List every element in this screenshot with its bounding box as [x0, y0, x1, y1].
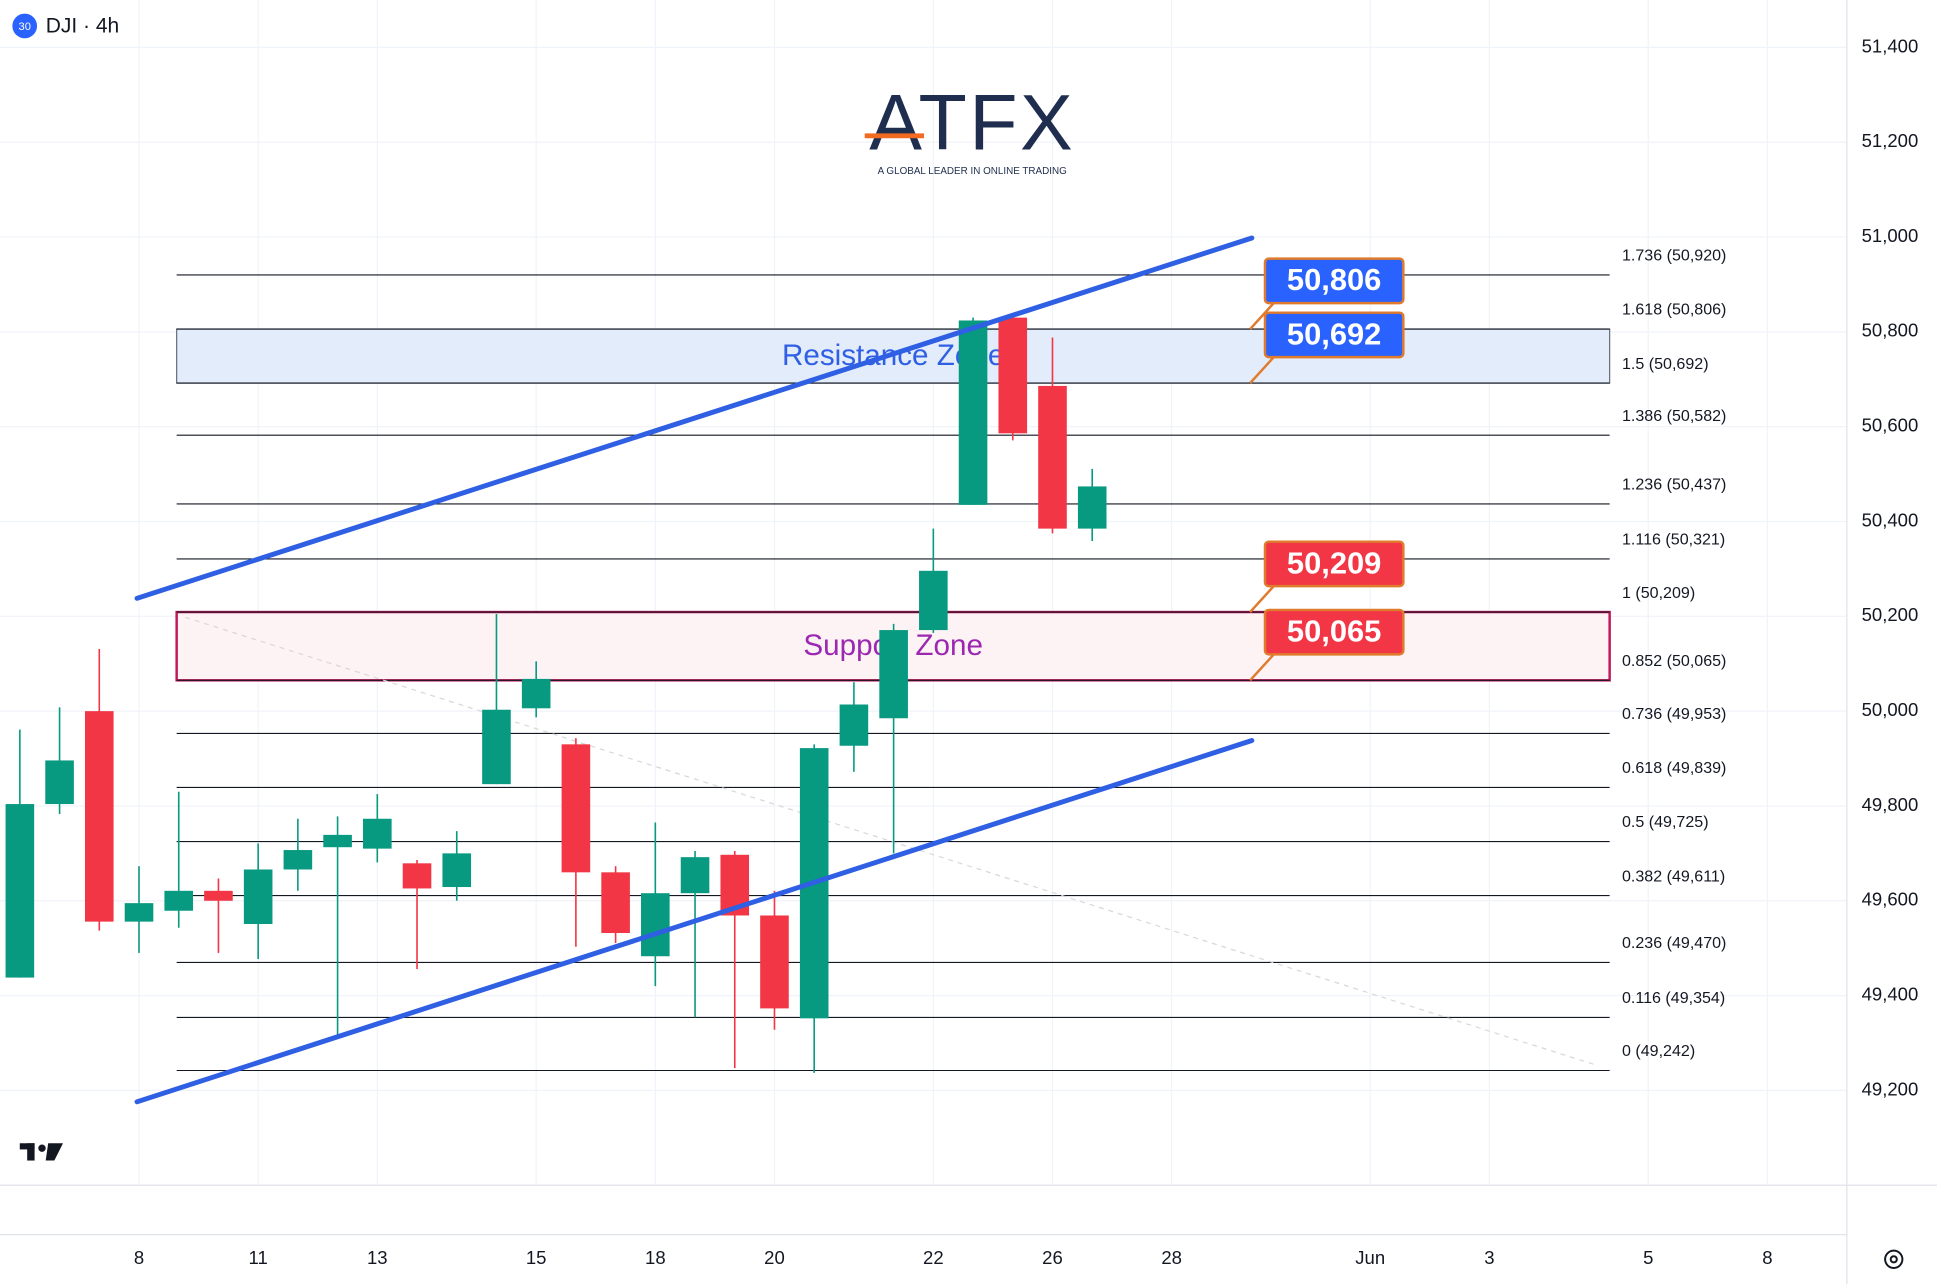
fib-label: 0.5 (49,725) [1622, 813, 1709, 831]
y-tick-label: 50,400 [1862, 509, 1919, 530]
candle-body [680, 857, 710, 894]
candle-body [998, 317, 1028, 434]
candle-body [204, 890, 233, 901]
fib-label: 0.618 (49,839) [1622, 759, 1726, 777]
fib-label: 1.116 (50,321) [1622, 531, 1725, 549]
symbol-badge [12, 13, 38, 39]
axes: 49,200 49,400 49,600 49,800 50,000 50,200 50,4… [134, 35, 1918, 1268]
candle-body [243, 869, 273, 925]
candle-body [601, 872, 630, 934]
x-tick-label: 3 [1484, 1247, 1494, 1268]
candles [5, 317, 1107, 1073]
channels [134, 235, 1255, 1105]
callout-pointer [1249, 301, 1276, 330]
x-tick-label: 8 [134, 1247, 144, 1268]
fib-label: 1.386 (50,582) [1622, 407, 1726, 425]
y-tick-label: 51,000 [1862, 225, 1919, 246]
callout-label: 50,806 [1287, 262, 1381, 297]
callout-pointer [1249, 652, 1276, 682]
candle-body [521, 678, 551, 709]
symbol-badge-text: 30 [19, 21, 31, 33]
x-tick-label: 20 [764, 1247, 785, 1268]
fib-label: 0 (49,242) [1622, 1042, 1695, 1060]
y-tick-label: 49,200 [1862, 1078, 1919, 1099]
fib-label: 0.736 (49,953) [1622, 705, 1726, 723]
callout-label: 50,065 [1287, 614, 1381, 649]
logo-tagline: A GLOBAL LEADER IN ONLINE TRADING [878, 166, 1067, 177]
candle-body [363, 818, 392, 849]
y-tick-label: 51,200 [1862, 130, 1919, 151]
candle-body [482, 709, 511, 785]
candle-body [124, 903, 154, 922]
x-tick-label: 13 [367, 1247, 388, 1268]
fib-label: 1.236 (50,437) [1622, 476, 1726, 494]
x-tick-label: 8 [1762, 1247, 1772, 1268]
candle-body [84, 711, 114, 922]
y-tick-label: 49,800 [1862, 794, 1919, 815]
candle-body [323, 834, 352, 848]
x-tick-label: 5 [1643, 1247, 1653, 1268]
x-tick-label: 15 [526, 1247, 547, 1268]
x-tick-label: 28 [1161, 1247, 1182, 1268]
fib-levels: 1.736 (50,920) 1.618 (50,806) 1.5 (50,692)… [176, 247, 1726, 1072]
candle-body [442, 853, 472, 888]
chart-title: DJI · 4h [46, 15, 119, 38]
x-tick-label: 11 [249, 1247, 268, 1268]
candle-body [283, 850, 313, 870]
candle-body [561, 744, 591, 873]
fib-label: 1.5 (50,692) [1622, 355, 1709, 373]
candle-body [958, 320, 988, 505]
candle-body [641, 893, 670, 957]
candle-body [402, 863, 432, 889]
x-tick-label: Jun [1355, 1247, 1385, 1268]
callout-box [1263, 311, 1405, 359]
y-tick-label: 49,600 [1862, 889, 1919, 910]
y-tick-label: 50,600 [1862, 415, 1919, 436]
callout-box [1263, 540, 1405, 588]
candle-body [919, 570, 948, 631]
x-tick-label: 18 [645, 1247, 666, 1268]
candle-body [879, 630, 908, 719]
fib-label: 0.852 (50,065) [1622, 652, 1726, 670]
fib-label: 1.736 (50,920) [1622, 247, 1726, 265]
fib-label: 1 (50,209) [1622, 584, 1695, 602]
candle-body [839, 704, 869, 746]
y-tick-label: 51,400 [1862, 35, 1919, 56]
callout-box [1263, 608, 1405, 656]
fib-label: 1.618 (50,806) [1622, 301, 1726, 319]
candle-body [1077, 486, 1107, 529]
candle-body [5, 804, 35, 978]
logo: ATFX [869, 77, 1075, 166]
candle-body [164, 890, 194, 911]
fib-label: 0.382 (49,611) [1622, 867, 1725, 885]
callout-pointer [1249, 355, 1276, 384]
callout-label: 50,692 [1287, 316, 1381, 351]
fib-label: 0.116 (49,354) [1622, 989, 1725, 1007]
callout-box [1263, 257, 1405, 305]
fib-label: 0.236 (49,470) [1622, 934, 1726, 952]
channel-line [134, 738, 1255, 1105]
y-tick-label: 50,000 [1862, 699, 1919, 720]
callout-label: 50,209 [1287, 545, 1381, 580]
x-tick-label: 22 [923, 1247, 944, 1268]
y-tick-label: 49,400 [1862, 983, 1919, 1004]
tv-logo [19, 1143, 64, 1161]
callouts: 50,806 50,692 50,209 50,065 [1249, 257, 1405, 682]
candle-body [45, 760, 74, 805]
callout-pointer [1249, 584, 1276, 613]
y-tick-label: 50,200 [1862, 604, 1919, 625]
channel-line [134, 235, 1255, 601]
x-tick-label: 26 [1042, 1247, 1063, 1268]
settings-icon[interactable] [1884, 1249, 1904, 1269]
y-tick-label: 50,800 [1862, 320, 1919, 341]
candle-body [1038, 385, 1067, 529]
candle-body [760, 915, 789, 1009]
